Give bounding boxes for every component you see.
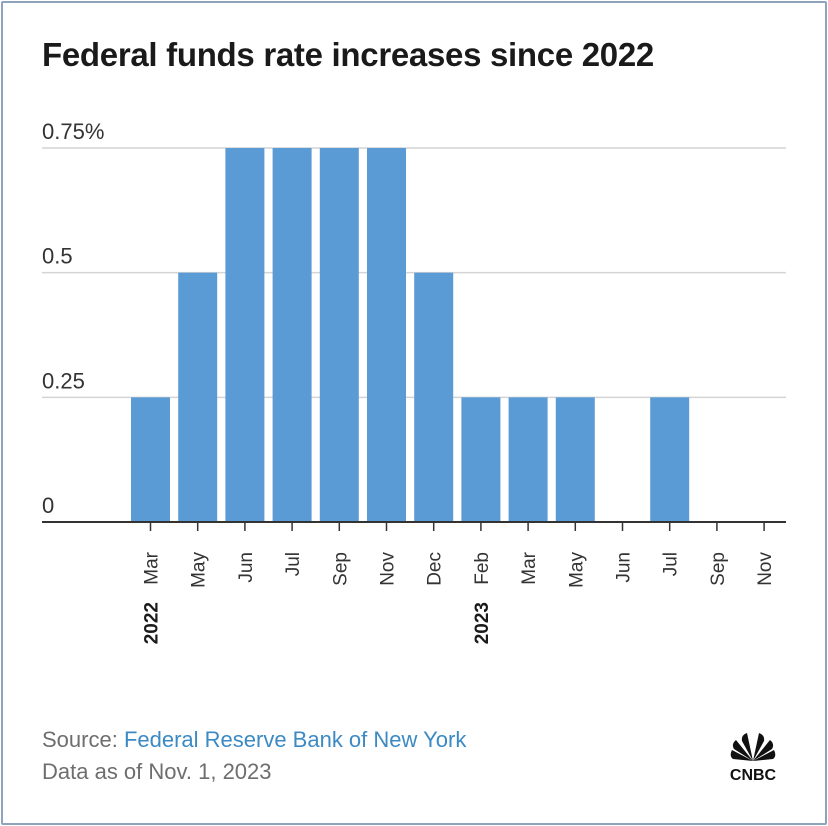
- bar: [414, 272, 454, 522]
- y-axis-tick-labels: 0 0.25 0.5 0.75%: [42, 119, 104, 518]
- data-date-note: Data as of Nov. 1, 2023: [42, 759, 272, 784]
- bars: [131, 148, 690, 522]
- source-link[interactable]: Federal Reserve Bank of New York: [123, 727, 467, 752]
- chart-footer: Source: Federal Reserve Bank of New York…: [42, 724, 466, 788]
- x-tick-label: Dec: [425, 552, 446, 586]
- x-tick-label: Sep: [330, 552, 351, 586]
- x-tick-label: Feb: [472, 552, 493, 585]
- x-tick-label: Jun: [236, 552, 257, 583]
- bar: [367, 148, 406, 522]
- x-tick-label: Jul: [283, 552, 304, 576]
- y-tick-label: 0: [42, 493, 54, 518]
- bar: [508, 397, 548, 522]
- bar: [272, 148, 312, 522]
- source-line: Source: Federal Reserve Bank of New York: [42, 724, 466, 756]
- bar: [650, 397, 690, 522]
- bar: [131, 397, 170, 522]
- x-axis-ticks: [149, 522, 765, 531]
- year-labels: 2022 2023: [142, 602, 493, 644]
- bar: [319, 148, 359, 522]
- logo-wordmark: CNBC: [730, 767, 777, 784]
- bar: [461, 397, 501, 522]
- x-tick-label: May: [189, 552, 210, 588]
- x-tick-label: Sep: [708, 552, 729, 586]
- y-tick-label: 0.25: [42, 368, 85, 393]
- year-label: 2023: [472, 602, 493, 644]
- x-tick-label: Jul: [661, 552, 682, 576]
- bar: [225, 148, 265, 522]
- y-tick-label: 0.5: [42, 244, 73, 269]
- peacock-icon: [730, 733, 776, 761]
- chart-title: Federal funds rate increases since 2022: [42, 36, 654, 73]
- gridlines: [42, 147, 786, 399]
- x-tick-label: Mar: [519, 551, 540, 584]
- bar: [555, 397, 595, 522]
- source-prefix: Source:: [42, 727, 124, 752]
- bar: [178, 272, 218, 522]
- x-tick-label: Mar: [142, 551, 163, 584]
- x-axis-tick-labels: Mar May Jun Jul Sep Nov Dec Feb Mar May Jun Jul Sep N…: [142, 551, 777, 588]
- year-label: 2022: [142, 602, 163, 644]
- y-tick-label: 0.75%: [42, 119, 104, 144]
- cnbc-logo: CNBC: [730, 733, 777, 784]
- x-tick-label: Nov: [378, 552, 399, 586]
- x-tick-label: Nov: [755, 552, 776, 586]
- bar-chart: 00.250.50.75% Mar May Jun Jul Sep Nov Dec Feb Ma…: [42, 119, 786, 644]
- x-tick-label: May: [566, 552, 587, 588]
- x-tick-label: Jun: [614, 552, 635, 583]
